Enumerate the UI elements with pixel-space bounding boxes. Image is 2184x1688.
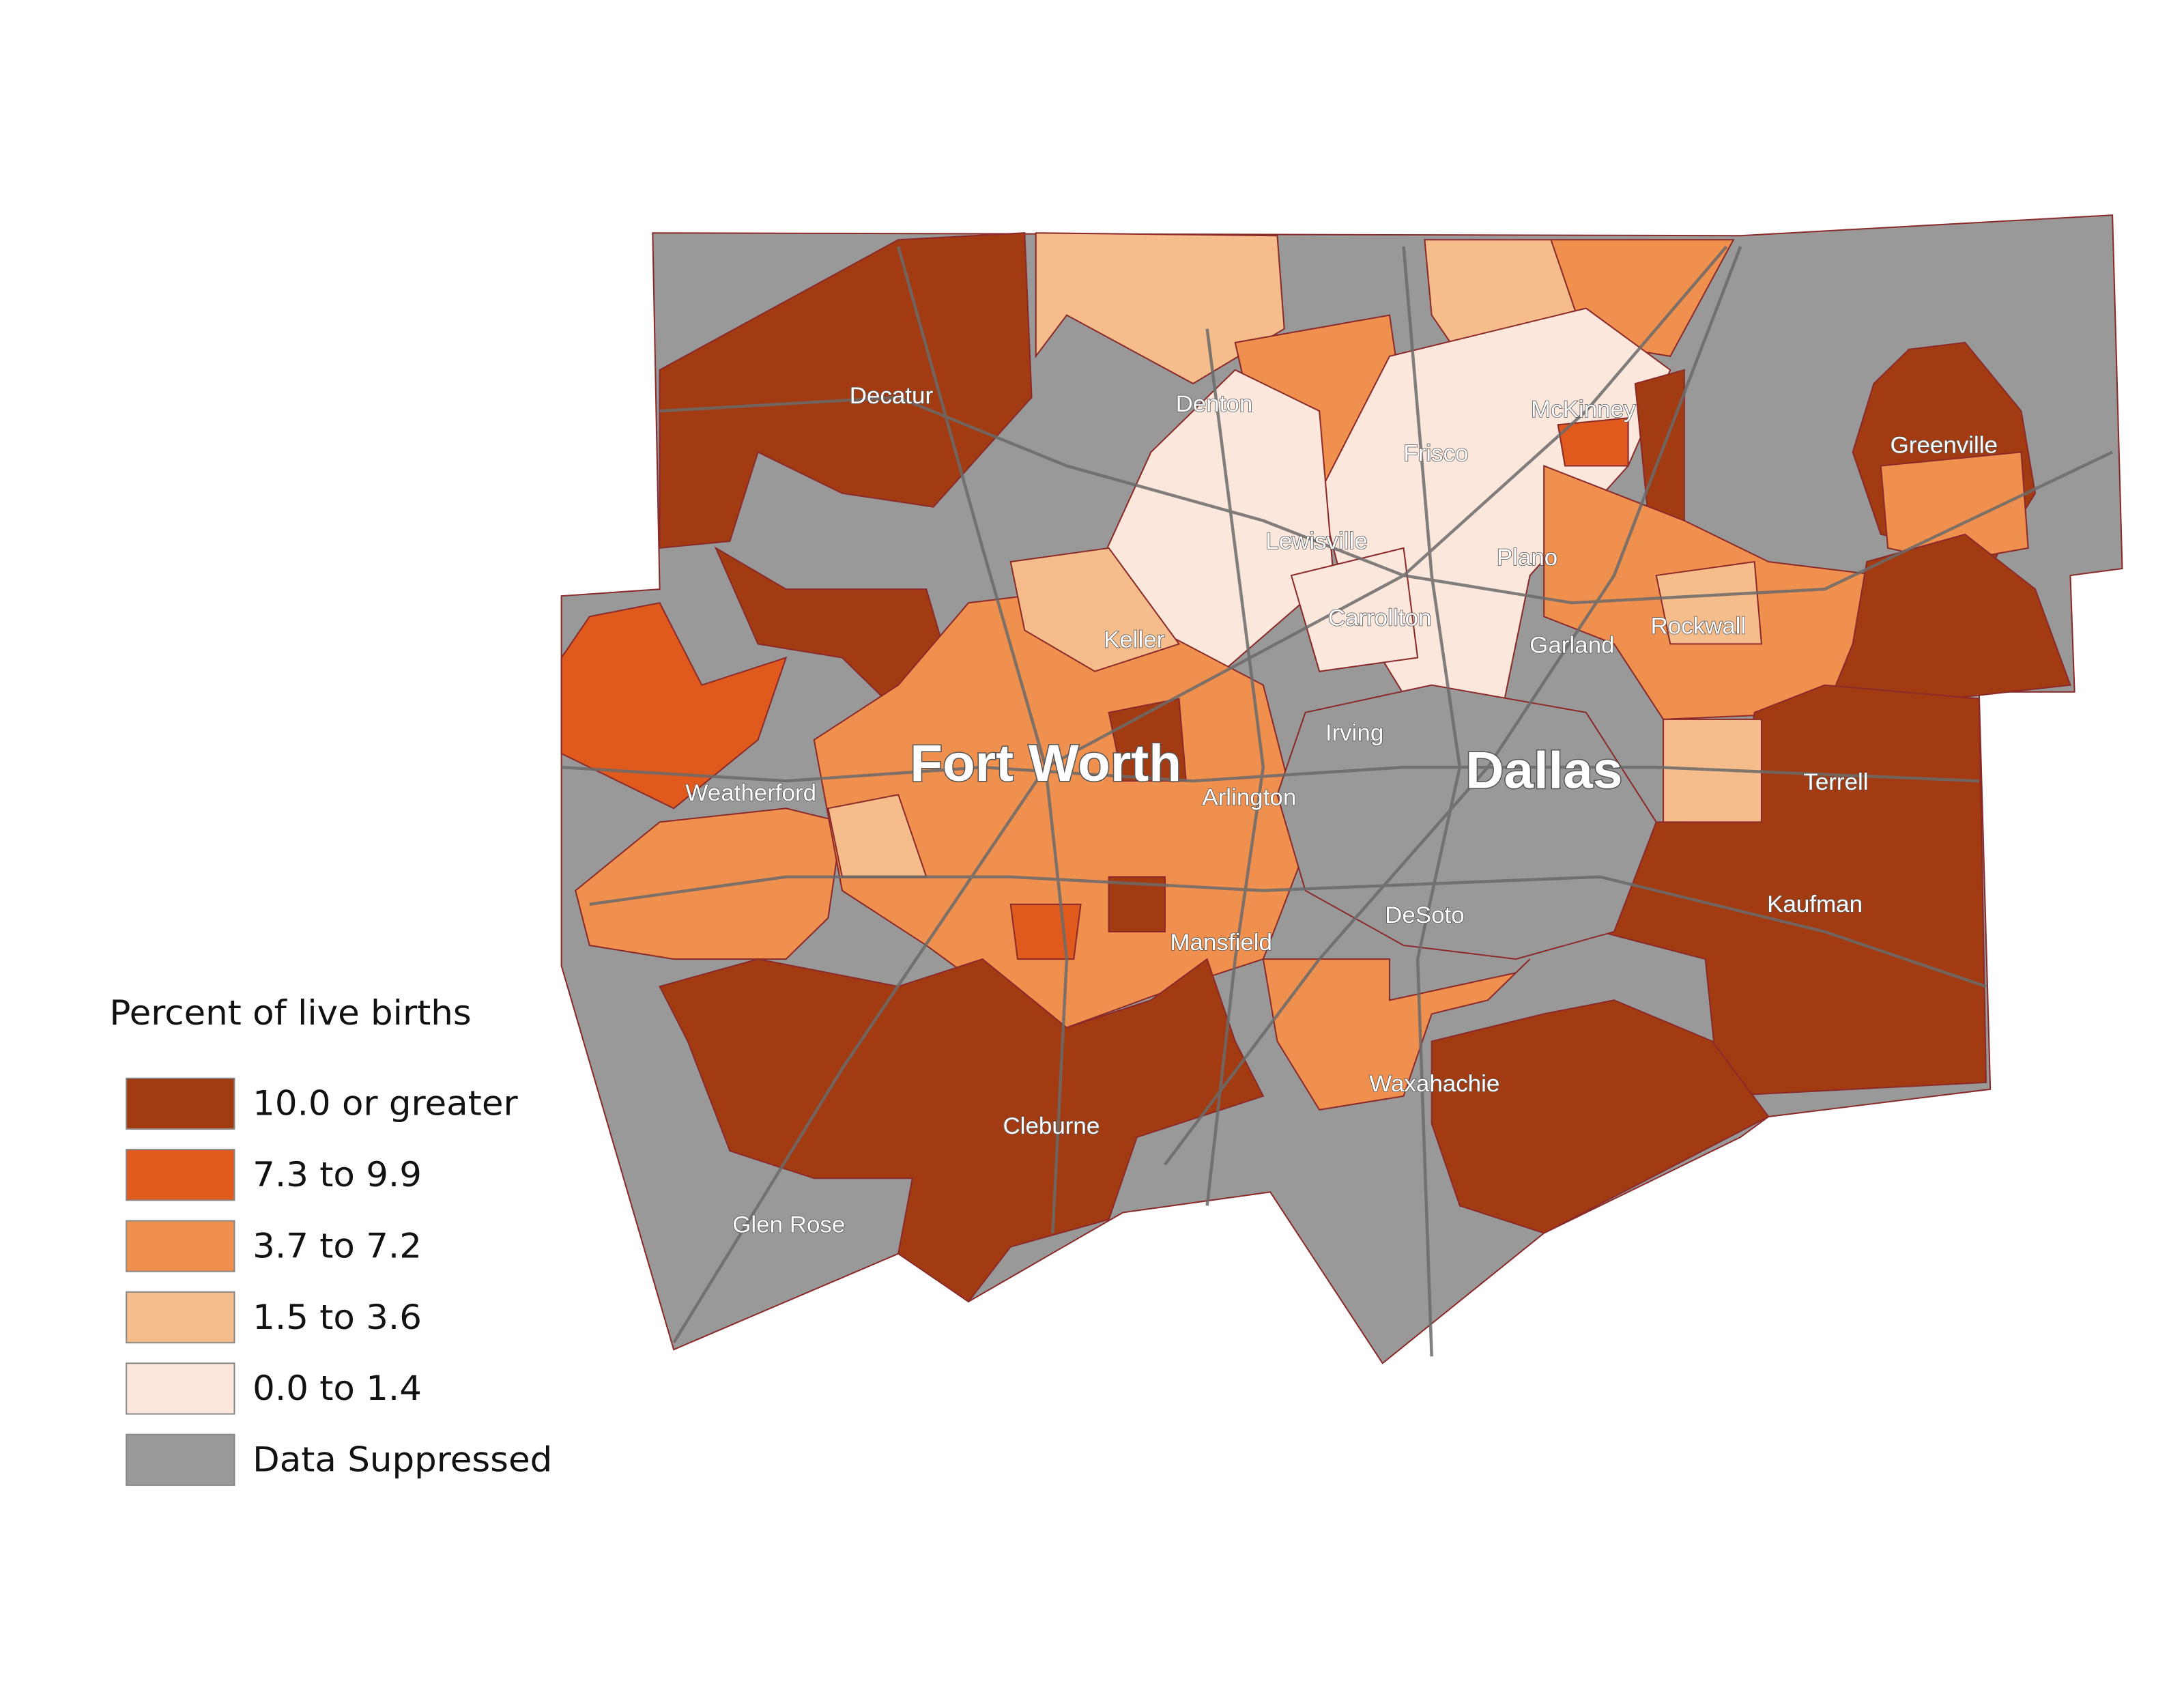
road: [1402, 246, 1462, 1357]
city-label: Arlington: [1202, 785, 1296, 811]
region: [659, 958, 1265, 1303]
city-label: Greenville: [1891, 433, 1998, 459]
city-label: Rockwall: [1651, 614, 1747, 640]
region: [575, 807, 844, 960]
city-label: Decatur: [850, 383, 933, 409]
road: [589, 875, 1987, 988]
city-label: Waxahachie: [1369, 1071, 1499, 1097]
city-label: DeSoto: [1385, 902, 1465, 928]
city-label: Denton: [1176, 392, 1253, 418]
city-label: McKinney: [1531, 397, 1636, 423]
roads: [561, 245, 2114, 1357]
road: [672, 245, 1728, 1344]
legend-swatch: [126, 1077, 235, 1130]
region: [1009, 547, 1181, 672]
legend-label: 0.0 to 1.4: [253, 1369, 422, 1408]
city-label: Weatherford: [685, 781, 816, 807]
city-label: Frisco: [1403, 441, 1468, 467]
city-label: Dallas: [1465, 741, 1622, 799]
region: [1557, 417, 1629, 467]
city-label: Carrollton: [1328, 605, 1432, 631]
legend: Percent of live births 10.0 or greater 7.…: [109, 993, 552, 1486]
legend-label: 7.3 to 9.9: [253, 1155, 422, 1195]
city-label: Fort Worth: [910, 734, 1181, 792]
legend-swatch: [126, 1220, 235, 1272]
city-label: Mansfield: [1170, 930, 1272, 956]
road: [659, 395, 2114, 605]
road: [1205, 328, 1265, 1206]
legend-title: Percent of live births: [109, 993, 471, 1033]
legend-swatch: [126, 1291, 235, 1344]
city-label: Garland: [1529, 633, 1614, 659]
region: [560, 602, 788, 810]
road: [561, 765, 1979, 783]
city-label: Lewisville: [1265, 528, 1368, 554]
region: [1276, 684, 1657, 960]
legend-swatch: [126, 1362, 235, 1415]
legend-swatch: [126, 1149, 235, 1201]
region: [1108, 876, 1166, 932]
legend-label: 1.5 to 3.6: [253, 1297, 422, 1336]
region: [1655, 560, 1763, 645]
legend-swatch: [126, 1433, 235, 1486]
legend-label: 10.0 or greater: [253, 1083, 518, 1123]
regions: [560, 214, 2123, 1364]
city-label: Terrell: [1803, 770, 1868, 796]
region: [1290, 547, 1419, 672]
city-label: Kaufman: [1767, 891, 1863, 917]
city-label: Irving: [1325, 720, 1383, 746]
road: [1164, 246, 1742, 1166]
region: [1431, 999, 1770, 1234]
city-label: Cleburne: [1003, 1113, 1100, 1139]
city-label: Glen Rose: [732, 1212, 845, 1238]
region: [1262, 958, 1531, 1111]
legend-label: Data Suppressed: [253, 1440, 552, 1479]
city-label: Keller: [1104, 627, 1164, 653]
region: [1823, 533, 2071, 713]
region: [1009, 903, 1082, 960]
region: [659, 232, 1033, 549]
city-label: Plano: [1497, 545, 1557, 571]
legend-label: 3.7 to 7.2: [253, 1226, 422, 1265]
region: [1035, 232, 1285, 385]
city-labels: Decatur Denton McKinney Frisco Greenville Lew…: [685, 383, 1998, 1239]
